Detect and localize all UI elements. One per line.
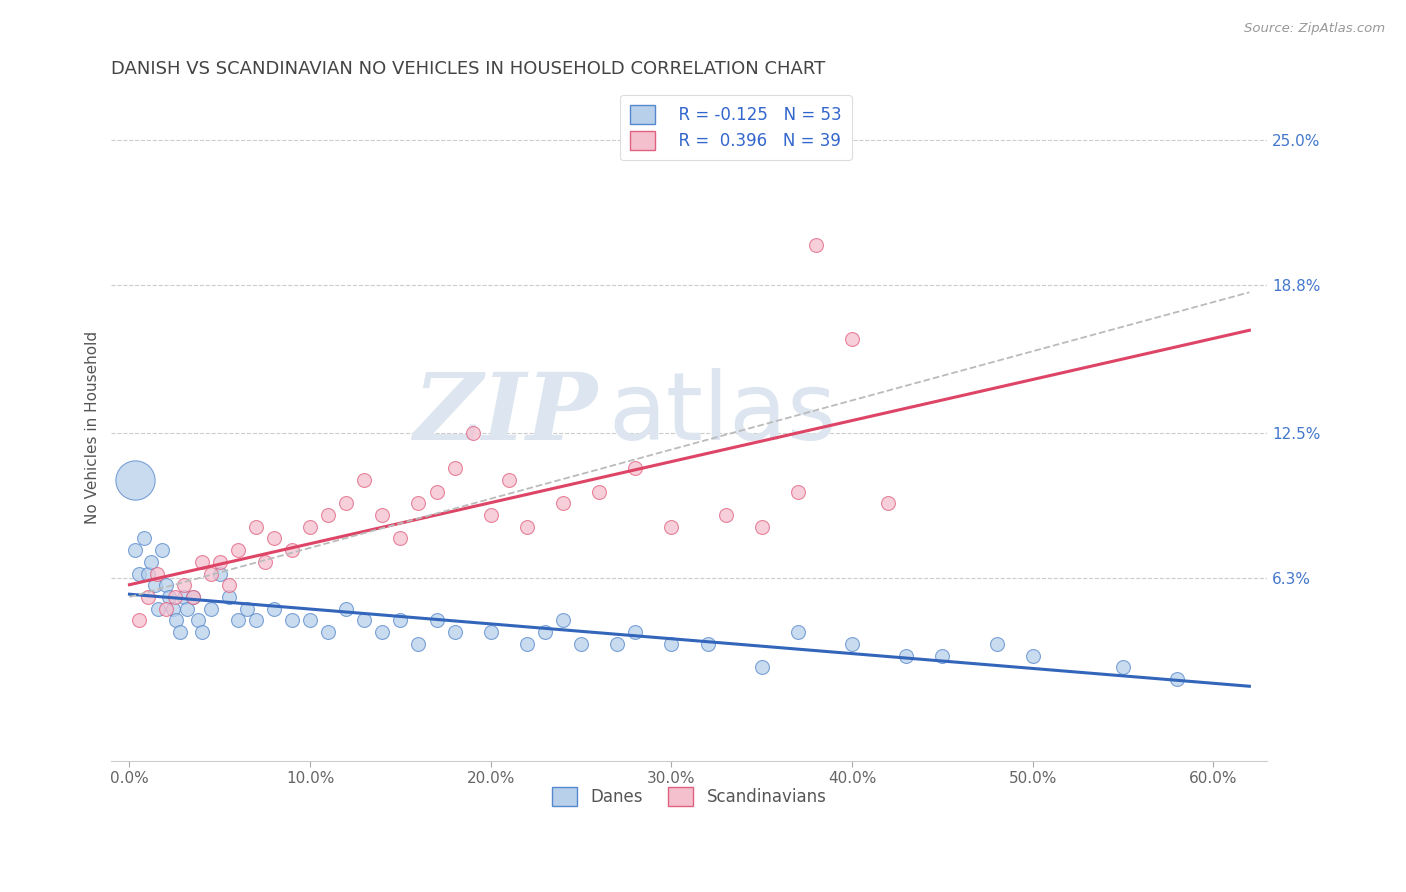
Point xyxy=(281,614,304,628)
Point xyxy=(624,461,647,475)
Point xyxy=(145,566,167,581)
Point xyxy=(190,625,212,640)
Point xyxy=(173,578,195,592)
Point xyxy=(143,578,166,592)
Point xyxy=(986,637,1008,651)
Y-axis label: No Vehicles in Household: No Vehicles in Household xyxy=(86,331,100,524)
Point xyxy=(226,543,249,558)
Point xyxy=(157,590,180,604)
Point xyxy=(226,614,249,628)
Point xyxy=(335,601,357,615)
Point xyxy=(132,532,155,546)
Point xyxy=(169,625,191,640)
Point xyxy=(124,473,146,487)
Point xyxy=(163,590,186,604)
Point xyxy=(162,601,184,615)
Point xyxy=(389,614,412,628)
Point xyxy=(150,543,173,558)
Point xyxy=(1112,660,1135,674)
Point xyxy=(218,578,240,592)
Point xyxy=(516,519,538,533)
Text: atlas: atlas xyxy=(609,368,837,459)
Point xyxy=(479,508,502,522)
Point xyxy=(624,625,647,640)
Point xyxy=(353,473,375,487)
Point xyxy=(569,637,592,651)
Point xyxy=(841,332,863,346)
Point xyxy=(443,625,465,640)
Point xyxy=(263,601,285,615)
Point xyxy=(245,519,267,533)
Point xyxy=(425,614,447,628)
Point xyxy=(176,601,198,615)
Point xyxy=(551,614,574,628)
Point xyxy=(136,566,159,581)
Point xyxy=(208,555,231,569)
Point xyxy=(353,614,375,628)
Point xyxy=(136,590,159,604)
Point xyxy=(128,614,150,628)
Point xyxy=(253,555,276,569)
Point xyxy=(534,625,557,640)
Point xyxy=(200,566,222,581)
Point xyxy=(606,637,628,651)
Point xyxy=(661,637,683,651)
Point xyxy=(141,555,163,569)
Point xyxy=(804,238,827,252)
Point xyxy=(751,660,773,674)
Point xyxy=(335,496,357,510)
Point xyxy=(200,601,222,615)
Point xyxy=(299,519,322,533)
Point xyxy=(187,614,209,628)
Point xyxy=(443,461,465,475)
Point xyxy=(714,508,737,522)
Point xyxy=(181,590,204,604)
Point xyxy=(516,637,538,651)
Point xyxy=(155,601,177,615)
Point xyxy=(877,496,900,510)
Point xyxy=(316,625,339,640)
Point xyxy=(181,590,204,604)
Point xyxy=(896,648,918,663)
Point xyxy=(408,637,430,651)
Point xyxy=(696,637,718,651)
Point xyxy=(165,614,187,628)
Point xyxy=(155,578,177,592)
Point xyxy=(479,625,502,640)
Point xyxy=(371,625,394,640)
Point xyxy=(208,566,231,581)
Point xyxy=(1021,648,1043,663)
Text: DANISH VS SCANDINAVIAN NO VEHICLES IN HOUSEHOLD CORRELATION CHART: DANISH VS SCANDINAVIAN NO VEHICLES IN HO… xyxy=(111,60,825,78)
Text: Source: ZipAtlas.com: Source: ZipAtlas.com xyxy=(1244,22,1385,36)
Point xyxy=(245,614,267,628)
Point xyxy=(236,601,259,615)
Point xyxy=(841,637,863,651)
Point xyxy=(389,532,412,546)
Point xyxy=(148,601,170,615)
Point xyxy=(588,484,610,499)
Point xyxy=(461,425,484,440)
Point xyxy=(316,508,339,522)
Point xyxy=(263,532,285,546)
Point xyxy=(190,555,212,569)
Point xyxy=(551,496,574,510)
Point xyxy=(173,590,195,604)
Point xyxy=(408,496,430,510)
Point xyxy=(931,648,953,663)
Point xyxy=(124,543,146,558)
Point xyxy=(661,519,683,533)
Point xyxy=(425,484,447,499)
Point xyxy=(1166,672,1188,686)
Point xyxy=(786,625,808,640)
Legend: Danes, Scandinavians: Danes, Scandinavians xyxy=(546,780,834,813)
Point xyxy=(299,614,322,628)
Point xyxy=(498,473,520,487)
Point xyxy=(281,543,304,558)
Point xyxy=(218,590,240,604)
Point xyxy=(128,566,150,581)
Point xyxy=(371,508,394,522)
Text: ZIP: ZIP xyxy=(413,368,598,458)
Point xyxy=(786,484,808,499)
Point xyxy=(751,519,773,533)
